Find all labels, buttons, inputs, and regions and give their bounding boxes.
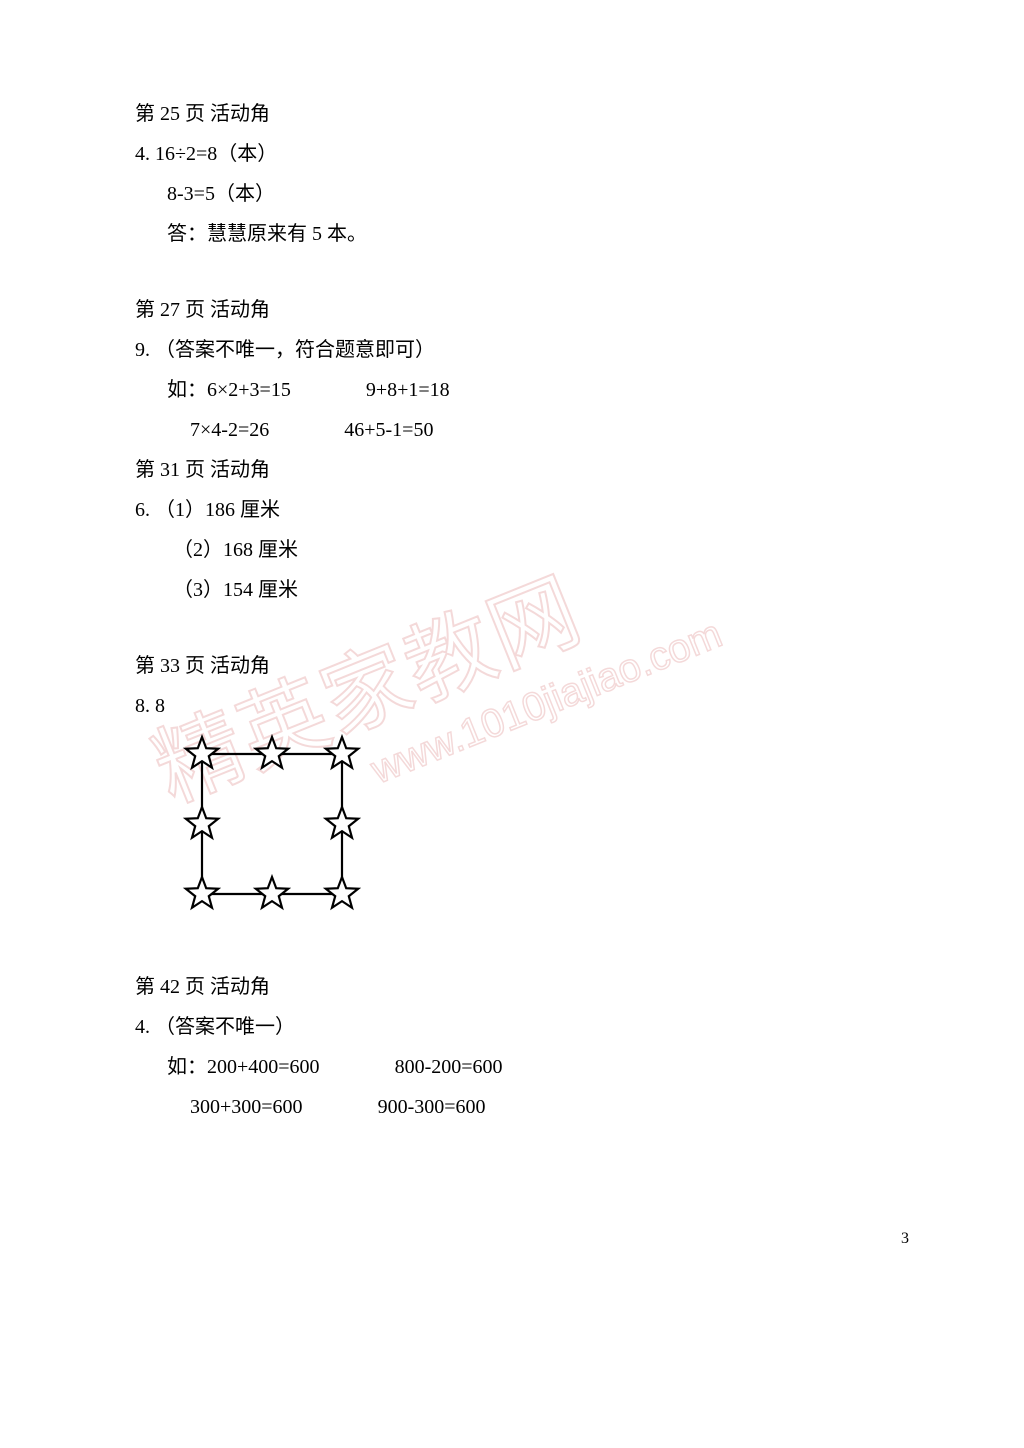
section-27-heading: 第 27 页 活动角 xyxy=(135,291,889,329)
section-42-heading: 第 42 页 活动角 xyxy=(135,968,889,1006)
q4-line-3: 答：慧慧原来有 5 本。 xyxy=(135,215,889,253)
star-square-diagram xyxy=(177,729,889,932)
q9-row-1: 如：6×2+3=15 9+8+1=18 xyxy=(135,371,889,409)
q4-line-2: 8-3=5（本） xyxy=(135,175,889,213)
q9-row2-a: 7×4-2=26 xyxy=(190,419,269,441)
s42-q4-row-1: 如：200+400=600 800-200=600 xyxy=(135,1048,889,1086)
q8-line-1: 8. 8 xyxy=(135,687,889,725)
q6-line-3: （3）154 厘米 xyxy=(135,571,889,609)
s42-q4-line-1: 4. （答案不唯一） xyxy=(135,1008,889,1046)
q9-row2-b: 46+5-1=50 xyxy=(344,411,433,449)
q9-line-1: 9. （答案不唯一，符合题意即可） xyxy=(135,331,889,369)
q9-row-2: 7×4-2=26 46+5-1=50 xyxy=(135,411,889,449)
document-page: 第 25 页 活动角 4. 16÷2=8（本） 8-3=5（本） 答：慧慧原来有… xyxy=(0,0,1024,1178)
q6-line-2: （2）168 厘米 xyxy=(135,531,889,569)
s42-q4-row1-a: 如：200+400=600 xyxy=(167,1056,320,1078)
q6-line-1: 6. （1）186 厘米 xyxy=(135,491,889,529)
section-25-heading: 第 25 页 活动角 xyxy=(135,95,889,133)
s42-q4-row2-b: 900-300=600 xyxy=(378,1088,486,1126)
star-diagram-svg xyxy=(177,729,367,919)
page-number: 3 xyxy=(901,1230,909,1248)
s42-q4-row1-b: 800-200=600 xyxy=(395,1048,503,1086)
q9-row1-b: 9+8+1=18 xyxy=(366,371,450,409)
s42-q4-row2-a: 300+300=600 xyxy=(190,1096,303,1118)
q9-row1-a: 如：6×2+3=15 xyxy=(167,379,291,401)
q4-line-1: 4. 16÷2=8（本） xyxy=(135,135,889,173)
section-33-heading: 第 33 页 活动角 xyxy=(135,647,889,685)
s42-q4-row-2: 300+300=600 900-300=600 xyxy=(135,1088,889,1126)
section-31-heading: 第 31 页 活动角 xyxy=(135,451,889,489)
